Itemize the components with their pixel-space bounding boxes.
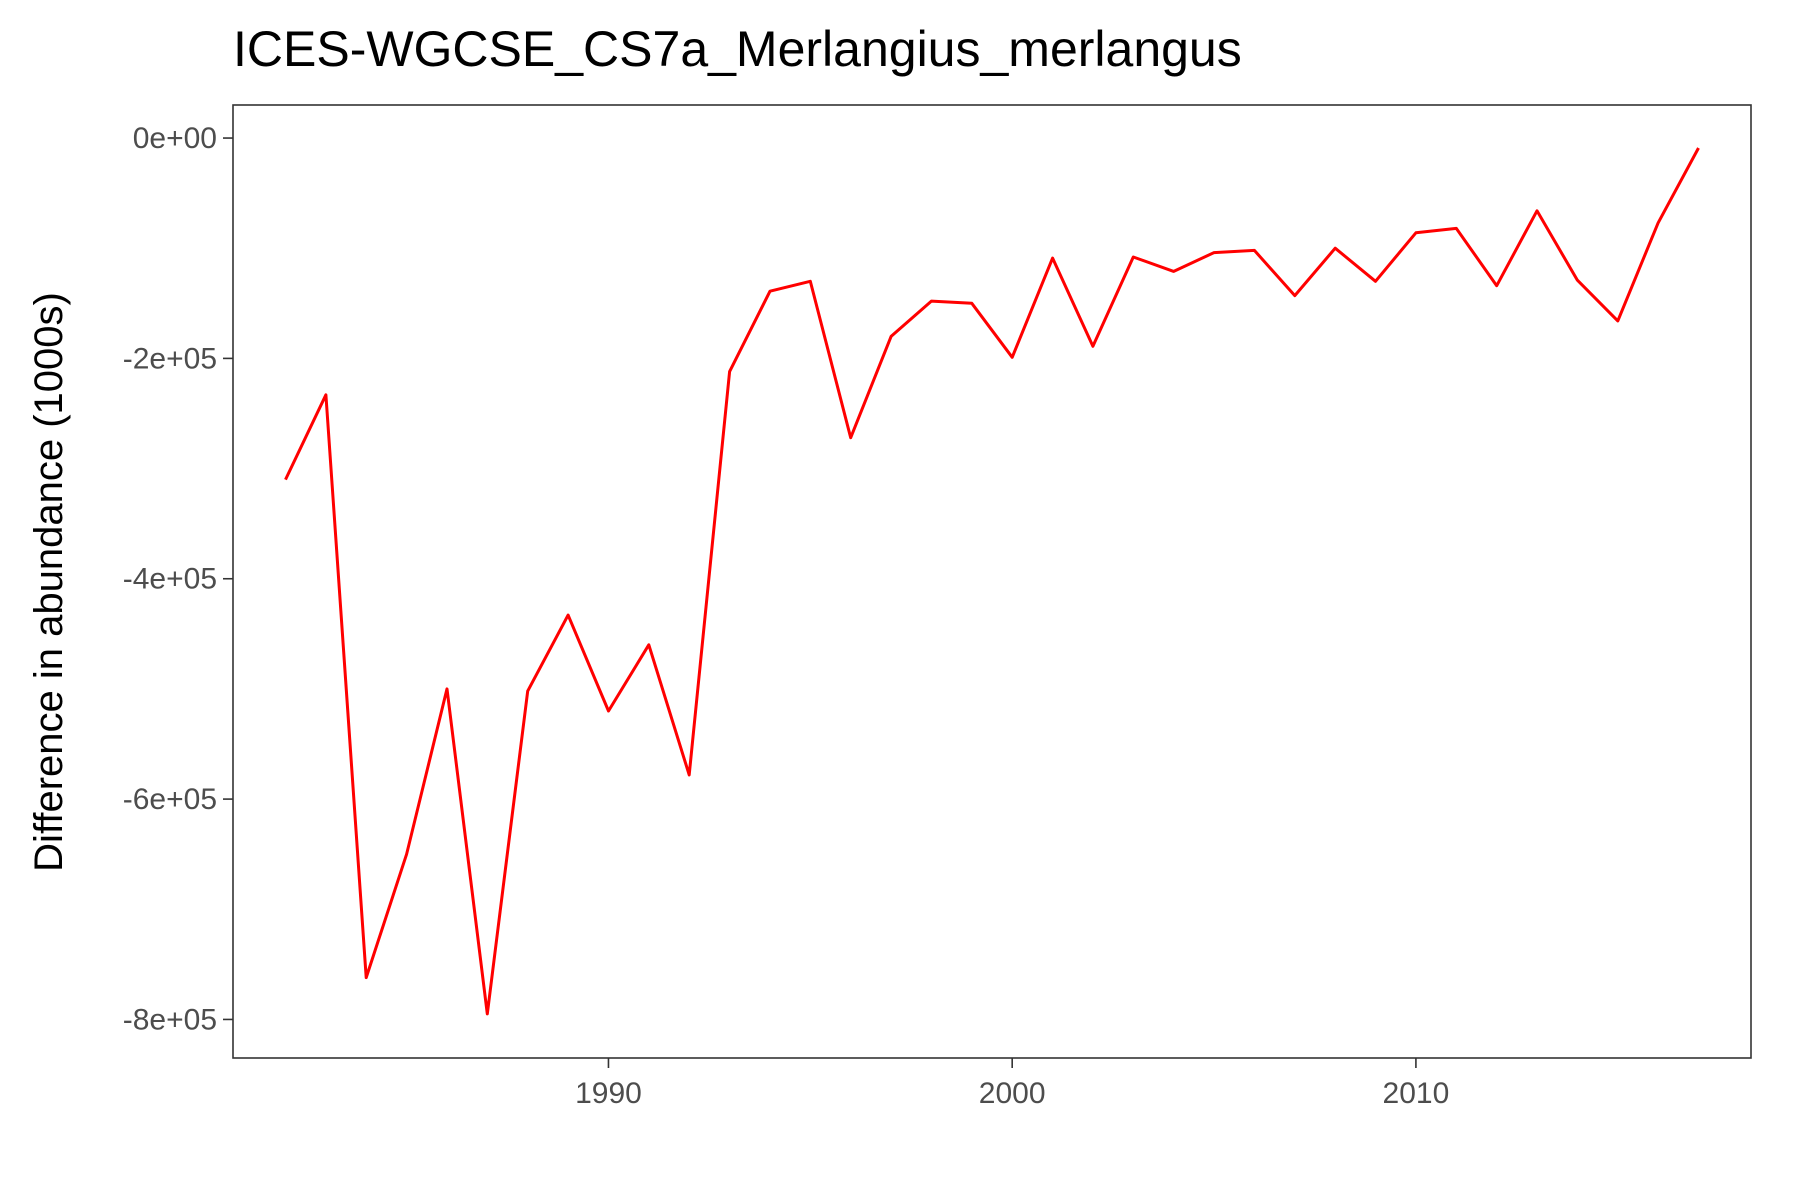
plot-panel xyxy=(232,104,1752,1059)
series-line xyxy=(284,147,1700,1016)
x-tick-label: 2010 xyxy=(1383,1077,1450,1110)
y-axis: 0e+00 -2e+05 -4e+05 -6e+05 -8e+05 xyxy=(123,122,233,1036)
x-tick-label: 1990 xyxy=(575,1077,642,1110)
y-tick-label: -6e+05 xyxy=(123,783,217,816)
x-axis: 1990 2000 2010 xyxy=(575,1058,1449,1110)
y-axis-title: Difference in abundance (1000s) xyxy=(27,292,71,872)
y-tick-label: -8e+05 xyxy=(123,1003,217,1036)
chart-title: ICES-WGCSE_CS7a_Merlangius_merlangus xyxy=(233,21,1242,77)
x-tick-label: 2000 xyxy=(979,1077,1046,1110)
series-layer xyxy=(284,147,1700,1016)
y-tick-label: -4e+05 xyxy=(123,563,217,596)
y-tick-label: -2e+05 xyxy=(123,342,217,375)
y-tick-label: 0e+00 xyxy=(133,122,217,155)
